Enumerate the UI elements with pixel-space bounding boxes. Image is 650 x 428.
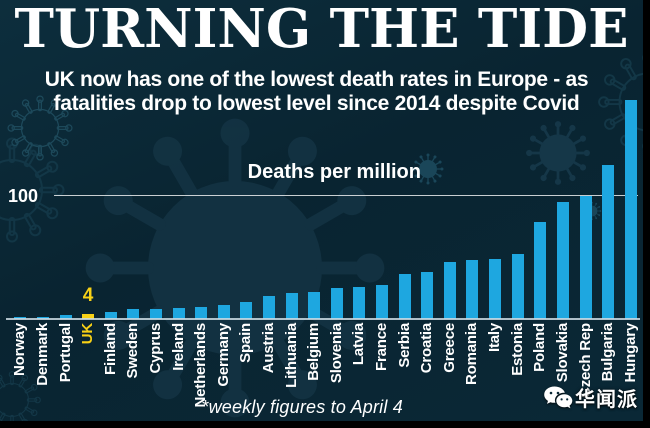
wechat-icon [544, 386, 573, 408]
bar-column: Austria [258, 0, 281, 373]
country-label: Denmark [33, 323, 51, 386]
bar-column: Finland [99, 0, 122, 375]
bar-column: Spain [235, 0, 258, 363]
bar-spain [240, 301, 253, 319]
gridline-100 [54, 195, 638, 196]
bar-germany [217, 305, 230, 319]
bar-column: Italy [484, 0, 507, 352]
bar-slovenia [330, 288, 343, 319]
country-label: Poland [531, 323, 549, 372]
watermark: 华闻派 [543, 383, 638, 412]
country-label: Latvia [350, 323, 368, 366]
country-label: Lithuania [282, 323, 300, 388]
country-label: Estonia [508, 323, 526, 376]
bar-serbia [398, 273, 411, 319]
bar-column: Belgium [303, 0, 326, 381]
bar-france [376, 284, 389, 319]
country-label: Serbia [395, 323, 413, 368]
bar-hungary [624, 100, 637, 319]
bar-column: Romania [461, 0, 484, 385]
bar-slovakia [556, 202, 569, 319]
bar-column: Portugal [54, 0, 77, 382]
bar-column: Ireland [167, 0, 190, 371]
bar-croatia [421, 272, 434, 319]
bar-estonia [511, 253, 524, 319]
country-label: Germany [214, 323, 232, 387]
country-label: Slovakia [553, 323, 571, 383]
bar-bulgaria [602, 165, 615, 319]
bar-column: Estonia [506, 0, 529, 376]
subtitle-line-1: UK now has one of the lowest death rates… [44, 68, 589, 91]
bar-column: Croatia [416, 0, 439, 373]
x-axis-baseline [6, 318, 640, 320]
bar-column: Greece [439, 0, 462, 373]
country-label: Cyprus [146, 323, 164, 374]
bars-row: Norway Denmark Portugal UK Finland Sweden Cypr… [9, 0, 642, 408]
bar-column: Denmark [32, 0, 55, 386]
page-title: TURNING THE TIDE [14, 0, 629, 60]
bar-column: Czech Rep [574, 0, 597, 398]
country-label: Austria [260, 323, 277, 374]
country-label: Belgium [305, 323, 323, 381]
bar-romania [466, 259, 479, 319]
subtitle: UK now has one of the lowest death rates… [0, 68, 633, 116]
country-label: Italy [486, 323, 504, 353]
bar-column: Serbia [393, 0, 416, 368]
country-label: Croatia [418, 323, 436, 374]
bar-poland [534, 221, 547, 319]
y-axis-tick-100: 100 [8, 186, 39, 206]
watermark-text: 华闻派 [575, 389, 638, 411]
country-label: Norway [11, 323, 29, 376]
bar-czech-rep [579, 196, 592, 319]
country-label: Hungary [621, 323, 639, 383]
country-label: Slovenia [327, 323, 345, 384]
bar-column: Hungary [619, 0, 642, 382]
country-label: Romania [463, 323, 481, 385]
bar-column: UK [77, 0, 100, 344]
bar-column: Latvia [348, 0, 371, 365]
bar-column: Bulgaria [597, 0, 620, 381]
bar-denmark [36, 316, 49, 319]
country-label: France [373, 323, 391, 371]
bar-norway [14, 316, 27, 319]
chart-title: Deaths per million [247, 161, 421, 183]
bar-column: Lithuania [280, 0, 303, 388]
bar-column: Cyprus [145, 0, 168, 373]
uk-value-label: 4 [82, 285, 94, 306]
country-label: Greece [440, 323, 458, 373]
bar-belgium [308, 291, 321, 319]
bar-column: Slovakia [552, 0, 575, 382]
bar-lithuania [285, 293, 298, 319]
country-label: Spain [237, 323, 255, 363]
country-label: Ireland [169, 323, 187, 371]
bar-italy [489, 258, 502, 319]
country-label: UK [79, 323, 97, 345]
country-label: Netherlands [192, 323, 210, 408]
bar-latvia [353, 287, 366, 319]
country-label: Sweden [124, 323, 142, 379]
country-label: Portugal [56, 323, 74, 383]
bar-column: Slovenia [326, 0, 349, 383]
bar-column: Norway [9, 0, 32, 376]
bar-column: Sweden [122, 0, 145, 378]
bar-column: France [371, 0, 394, 371]
country-label: Bulgaria [599, 323, 617, 382]
chart-footnote: *weekly figures to April 4 [201, 397, 403, 417]
bar-greece [443, 262, 456, 319]
bar-portugal [59, 315, 72, 319]
subtitle-line-2: fatalities drop to lowest level since 20… [53, 92, 580, 115]
country-label: Finland [101, 323, 119, 375]
bar-column: Netherlands [190, 0, 213, 408]
bar-austria [263, 295, 275, 319]
infographic-poster: TURNING THE TIDE UK now has one of the l… [0, 0, 643, 421]
bar-column: Germany [212, 0, 235, 387]
bar-column: Poland [529, 0, 552, 372]
